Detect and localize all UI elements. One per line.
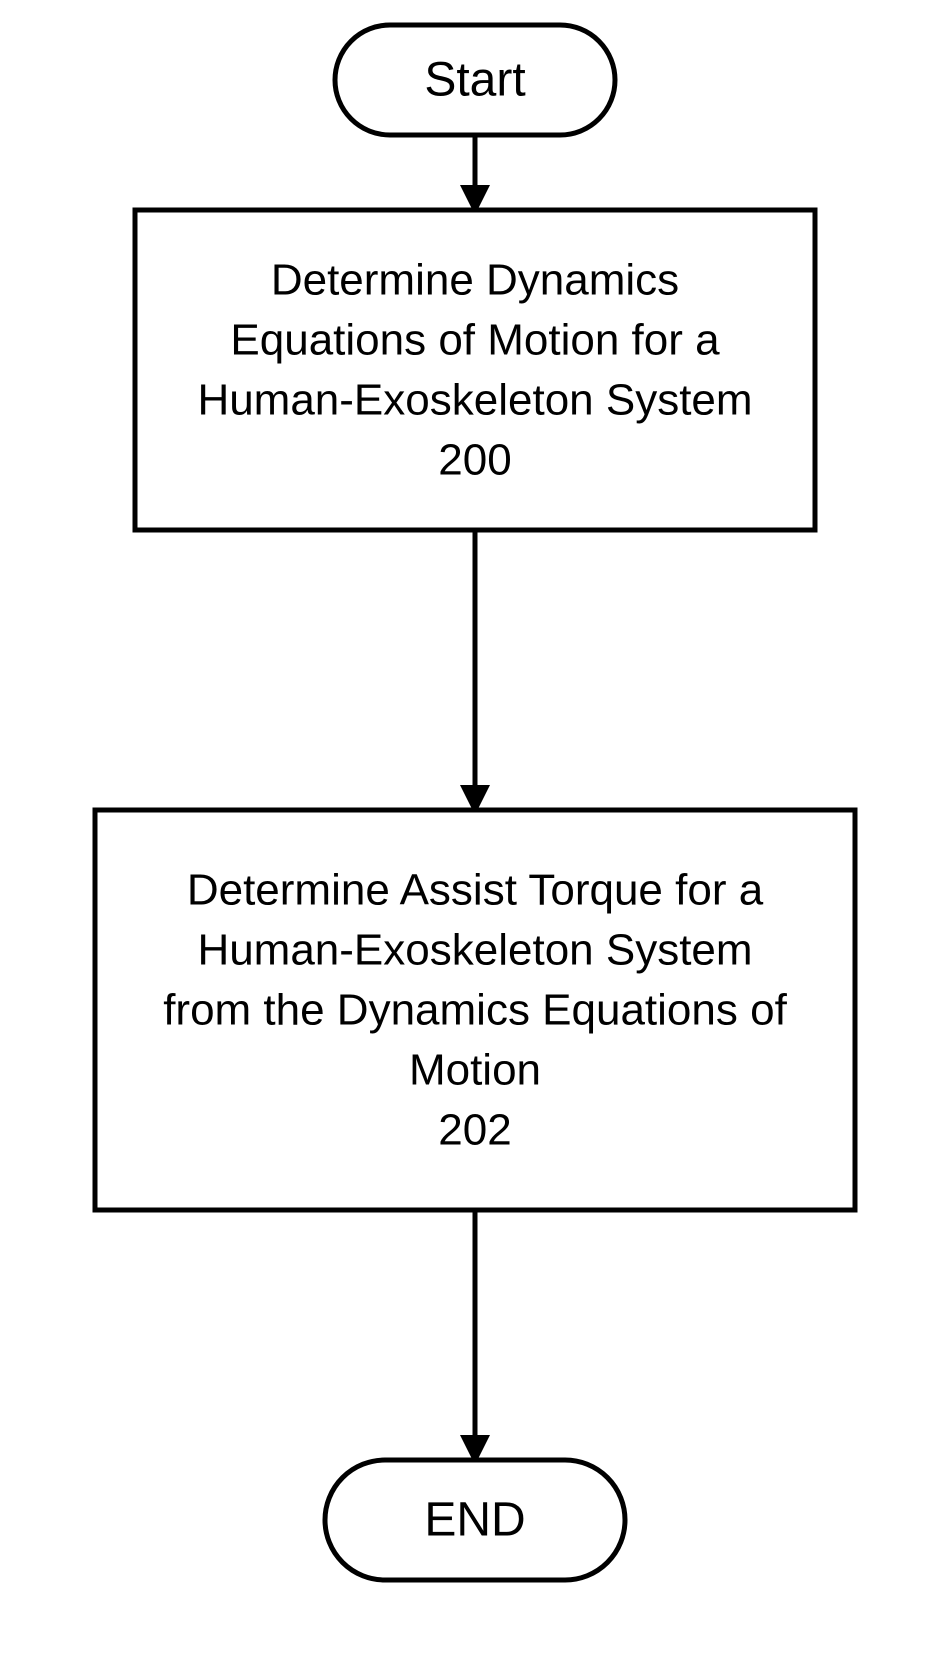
end-label: END	[424, 1494, 525, 1547]
step200-process: Determine Dynamics Equations of Motion fo…	[135, 210, 815, 530]
end-terminator: END	[325, 1460, 625, 1580]
start-label: Start	[424, 54, 525, 107]
step200-line: 200	[438, 436, 511, 485]
flowchart-canvas: Start Determine Dynamics Equations of Moti…	[0, 0, 951, 1665]
step202-line: Motion	[409, 1046, 541, 1095]
start-terminator: Start	[335, 25, 615, 135]
step202-line: Determine Assist Torque for a	[187, 866, 764, 915]
step202-line: 202	[438, 1106, 511, 1155]
step202-line: Human-Exoskeleton System	[197, 926, 752, 975]
step200-line: Human-Exoskeleton System	[197, 376, 752, 425]
step200-line: Determine Dynamics	[271, 256, 679, 305]
step200-line: Equations of Motion for a	[230, 316, 720, 365]
step202-line: from the Dynamics Equations of	[163, 986, 787, 1035]
step202-process: Determine Assist Torque for a Human-Exosk…	[95, 810, 855, 1210]
